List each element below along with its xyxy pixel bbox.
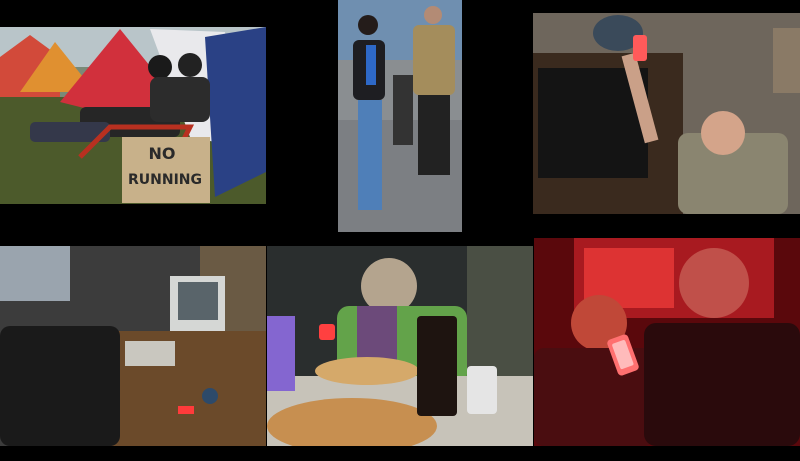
shaker: [467, 366, 497, 414]
street-scene: [338, 0, 462, 232]
woman-head: [358, 15, 378, 35]
picture-frame: [773, 28, 800, 93]
cardboard-sign: [122, 137, 210, 203]
pizza-back: [315, 357, 419, 385]
photo-living-room: [533, 13, 800, 214]
photo-tents: NO RUNNING: [0, 27, 266, 204]
bottle: [267, 316, 295, 391]
tent-red-center: [60, 29, 175, 122]
vase: [593, 15, 643, 51]
living-room-scene: [533, 13, 800, 214]
phone: [633, 35, 647, 61]
tent-blue: [205, 27, 266, 197]
man-jacket: [413, 25, 455, 95]
man-arm: [621, 52, 659, 144]
person-head: [148, 55, 172, 79]
man-face: [701, 111, 745, 155]
person-head-2: [178, 53, 202, 77]
woman-face: [361, 258, 417, 314]
woman-jeans: [358, 100, 382, 210]
pizza-scene: [267, 246, 533, 446]
man-shirt: [678, 133, 788, 214]
window: [0, 246, 70, 301]
photo-office: [0, 246, 266, 446]
papers: [125, 341, 175, 366]
cola-glass: [417, 316, 457, 416]
photo-pizza: [267, 246, 533, 446]
office-scene: [0, 246, 266, 446]
sign-line2: RUNNING: [128, 172, 202, 188]
photo-red-room: [534, 238, 800, 446]
mug: [202, 388, 218, 404]
photo-street: [338, 0, 462, 232]
man-shirt-red: [644, 323, 800, 446]
phone-on-desk: [178, 406, 194, 414]
sign-line1: NO: [149, 144, 176, 163]
woman-head-red: [571, 295, 627, 351]
stroller: [393, 75, 413, 145]
phone-pizza: [319, 324, 335, 340]
pizza-front: [267, 398, 437, 446]
red-room-scene: [534, 238, 800, 446]
tents-scene: NO RUNNING: [0, 27, 266, 204]
man-head-red: [679, 248, 749, 318]
tent-orange: [20, 42, 95, 92]
office-chair: [0, 326, 120, 446]
